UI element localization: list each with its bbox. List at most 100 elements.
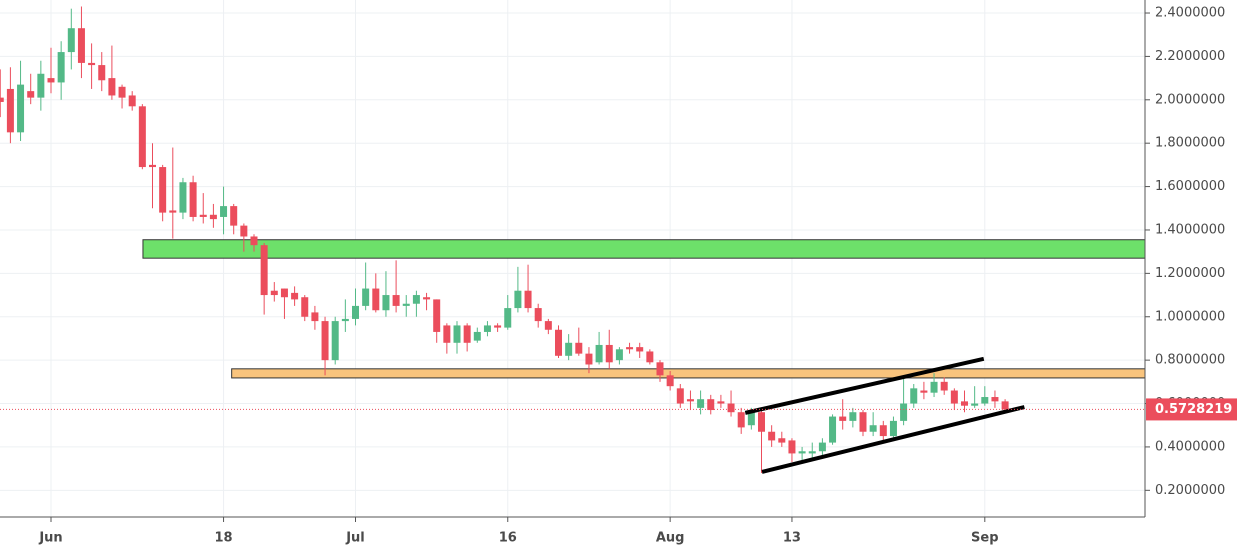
candle-body (534, 308, 542, 322)
candle-body (879, 425, 887, 437)
candle-body (341, 318, 349, 322)
candle-body (646, 351, 654, 363)
candle-body (280, 288, 288, 298)
candle-body (900, 403, 908, 421)
candle-body (747, 412, 755, 426)
candle-body (321, 321, 329, 361)
candle-body (717, 401, 725, 404)
candle-body (839, 416, 847, 421)
candle-body (0, 97, 4, 102)
candle-body (788, 440, 796, 454)
candle-body (362, 288, 370, 306)
candle-body (686, 399, 694, 402)
candle-body (504, 308, 512, 328)
candle-body (331, 321, 339, 361)
candle-body (88, 62, 96, 66)
last-price-label: 0.5728219 (1155, 402, 1232, 417)
candle-body (859, 412, 867, 432)
zone (231, 368, 1146, 379)
candle-body (291, 292, 299, 300)
candle-body (768, 431, 776, 441)
candle-body (169, 210, 177, 213)
zone (142, 239, 1146, 259)
candle-body (189, 182, 197, 217)
candle-body (260, 245, 268, 296)
candle-body (981, 397, 989, 404)
candle-body (250, 236, 258, 246)
trendline (761, 405, 1025, 474)
candle-body (971, 403, 979, 406)
candle-body (829, 416, 837, 443)
candle-body (270, 290, 278, 296)
candle-body (656, 362, 664, 376)
y-tick-label: 2.0000000 (1155, 92, 1225, 107)
candle-body (159, 167, 167, 213)
candle-body (402, 303, 410, 306)
candle-body (372, 288, 380, 311)
candle-body (869, 425, 877, 432)
candle-body (382, 295, 390, 311)
x-tick-label: 16 (499, 531, 517, 546)
x-tick-label: Sep (971, 531, 999, 546)
y-tick-label: 1.6000000 (1155, 179, 1225, 194)
candle-body (118, 86, 126, 98)
candle-body (636, 347, 644, 352)
candle-body (423, 297, 431, 300)
candle-body (1001, 401, 1009, 410)
candle-body (27, 91, 35, 98)
candle-body (524, 290, 532, 309)
candle-body (453, 325, 461, 343)
candle-body (149, 164, 156, 168)
trendline (744, 356, 985, 415)
candle-body (47, 78, 55, 83)
candle-body (199, 214, 207, 217)
candle-body (808, 451, 816, 454)
candle-body (301, 297, 309, 317)
candle-body (950, 390, 958, 404)
candle-body (595, 344, 603, 363)
candle-body (930, 381, 938, 393)
x-tick-label: Aug (656, 531, 685, 546)
candle-body (707, 399, 715, 411)
candle-body (37, 73, 45, 98)
candle-body (676, 388, 684, 404)
candle-body (727, 403, 735, 413)
y-tick-label: 0.2000000 (1155, 483, 1225, 498)
candle-body (311, 312, 319, 322)
candle-body (433, 299, 441, 332)
candle-body (98, 65, 106, 81)
candle-body (209, 214, 217, 220)
candle-body (961, 401, 968, 406)
candle-body (473, 331, 481, 341)
candle-body (920, 390, 928, 393)
candle-body (615, 349, 623, 361)
candle-body (6, 88, 14, 133)
candle-body (565, 342, 573, 356)
y-tick-label: 1.8000000 (1155, 136, 1225, 151)
candle-body (585, 353, 593, 365)
candle-body (57, 52, 65, 83)
candle-body (555, 329, 562, 356)
candle-body (179, 182, 187, 213)
candle-body (240, 225, 248, 237)
candle-body (463, 325, 471, 343)
candle-body (544, 321, 552, 330)
candle-body (392, 295, 400, 306)
candle-body (798, 451, 806, 454)
y-tick-label: 2.4000000 (1155, 6, 1225, 21)
candle-body (483, 325, 491, 332)
x-tick-label: Jun (38, 531, 62, 546)
candle-body (737, 412, 745, 428)
candle-body (818, 442, 826, 452)
candle-body (128, 95, 136, 107)
y-tick-label: 2.2000000 (1155, 49, 1225, 64)
candle-body (575, 342, 583, 354)
candle-body (494, 325, 502, 328)
candle-body (605, 344, 613, 363)
candle-body (443, 325, 451, 343)
candle-body (67, 28, 75, 53)
candle-body (758, 412, 765, 432)
candle-body (77, 28, 85, 63)
candle-body (626, 347, 634, 350)
